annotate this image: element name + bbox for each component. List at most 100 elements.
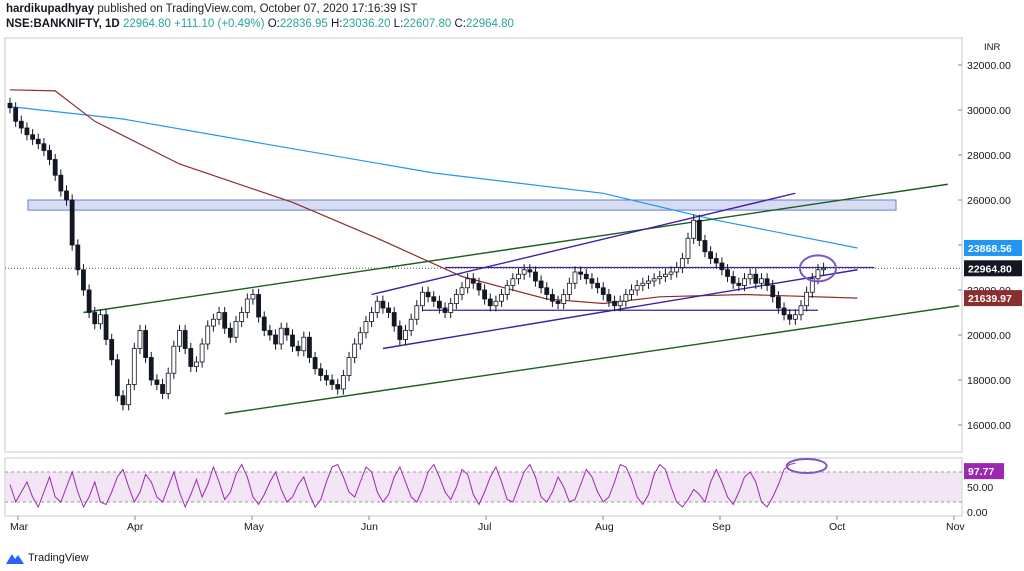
candle-up: [131, 348, 137, 385]
candle-up: [646, 280, 651, 284]
candle-down: [7, 102, 13, 109]
candle-up: [346, 357, 352, 376]
currency-label: INR: [984, 42, 1001, 53]
candle-up: [640, 282, 646, 286]
candle-up: [448, 303, 454, 313]
candle-down: [725, 269, 730, 277]
candle-down: [52, 159, 58, 176]
candle-up: [126, 384, 132, 406]
candle-down: [318, 368, 324, 376]
candle-down: [160, 384, 165, 394]
candle-up: [510, 278, 516, 286]
candle-down: [600, 287, 606, 295]
candle-up: [651, 278, 657, 282]
candle-up: [357, 332, 363, 345]
close-label: C:: [454, 18, 466, 30]
candle-down: [143, 330, 149, 358]
rsi-line: [9, 462, 796, 509]
rsi-breakout-circle: [785, 458, 828, 474]
candle-up: [617, 300, 623, 307]
rsi-value-label: 97.77: [968, 466, 994, 478]
price-badge-label: 22964.80: [968, 263, 1012, 275]
candle-down: [312, 357, 318, 370]
price-change: +111.10 (+0.49%): [174, 18, 265, 30]
candle-down: [13, 107, 19, 122]
symbol-label[interactable]: NSE:BANKNIFTY, 1D: [6, 18, 120, 30]
candle-down: [708, 251, 713, 259]
candle-down: [103, 314, 109, 340]
rsi-tick-label: 50.00: [967, 482, 993, 494]
candle-down: [442, 307, 448, 313]
x-tick-label: Jun: [361, 521, 378, 533]
candle-down: [81, 269, 86, 291]
candle-down: [41, 143, 47, 151]
candle-down: [86, 289, 92, 313]
rsi-value-badge: [964, 463, 1004, 480]
candle-down: [188, 348, 194, 367]
candle-up: [747, 273, 753, 280]
candle-up: [301, 336, 307, 352]
candle-up: [623, 294, 629, 302]
candle-up: [516, 273, 521, 280]
candle-down: [702, 240, 708, 253]
price-badge-label: 23868.56: [968, 243, 1012, 255]
candle-down: [284, 327, 290, 336]
candle-down: [555, 300, 561, 304]
candle-up: [792, 314, 798, 320]
candle-down: [696, 219, 702, 241]
candle-down: [75, 244, 81, 271]
y-tick-label: 18000.00: [967, 375, 1011, 387]
candle-down: [482, 289, 488, 300]
candle-down: [612, 300, 617, 307]
candle-down: [92, 312, 98, 325]
tradingview-logo-icon: [6, 554, 24, 564]
price-badge: [964, 290, 1022, 307]
candle-down: [753, 273, 759, 284]
candle-up: [408, 318, 414, 331]
candle-down: [391, 312, 397, 327]
y-tick-label: 28000.00: [967, 150, 1011, 162]
candle-up: [414, 305, 420, 320]
author-name[interactable]: hardikupadhyay: [6, 3, 95, 15]
candle-up: [504, 285, 510, 295]
candle-up: [171, 345, 177, 374]
candle-up: [561, 294, 567, 304]
y-tick-label: 32000.00: [967, 60, 1011, 72]
candle-down: [290, 334, 295, 347]
rising-channel-top-purple: [371, 192, 796, 296]
breakout-circle: [798, 254, 837, 283]
rising-channel-top-green: [83, 183, 949, 314]
published-text: published on TradingView.com, October 07…: [97, 3, 418, 15]
candle-up: [668, 271, 674, 275]
candle-down: [606, 294, 612, 302]
candle-down: [476, 282, 482, 291]
candle-down: [307, 336, 312, 358]
candle-up: [663, 273, 668, 277]
candle-up: [566, 282, 572, 295]
candle-down: [256, 294, 262, 318]
candle-up: [278, 327, 284, 345]
candle-up: [205, 325, 211, 345]
candle-up: [798, 305, 804, 316]
candle-down: [781, 307, 787, 316]
candle-down: [583, 273, 589, 280]
open-value: 22836.95: [279, 18, 328, 30]
candle-down: [380, 300, 386, 309]
candle-down: [431, 296, 437, 302]
ohlc-line: NSE:BANKNIFTY, 1D 22964.80 +111.10 (+0.4…: [6, 17, 514, 32]
candle-down: [227, 327, 233, 338]
y-tick-label: 30000.00: [967, 105, 1011, 117]
candle-up: [759, 278, 764, 284]
candle-down: [64, 190, 69, 201]
candle-down: [538, 280, 544, 289]
open-label: O:: [267, 18, 280, 30]
x-tick-label: Oct: [829, 521, 845, 533]
candle-down: [154, 379, 160, 385]
candle-down: [730, 276, 736, 284]
price-pane-frame: [4, 37, 963, 453]
candle-up: [499, 294, 504, 302]
candle-up: [340, 375, 346, 390]
candle-down: [30, 134, 36, 140]
candle-up: [521, 269, 527, 275]
